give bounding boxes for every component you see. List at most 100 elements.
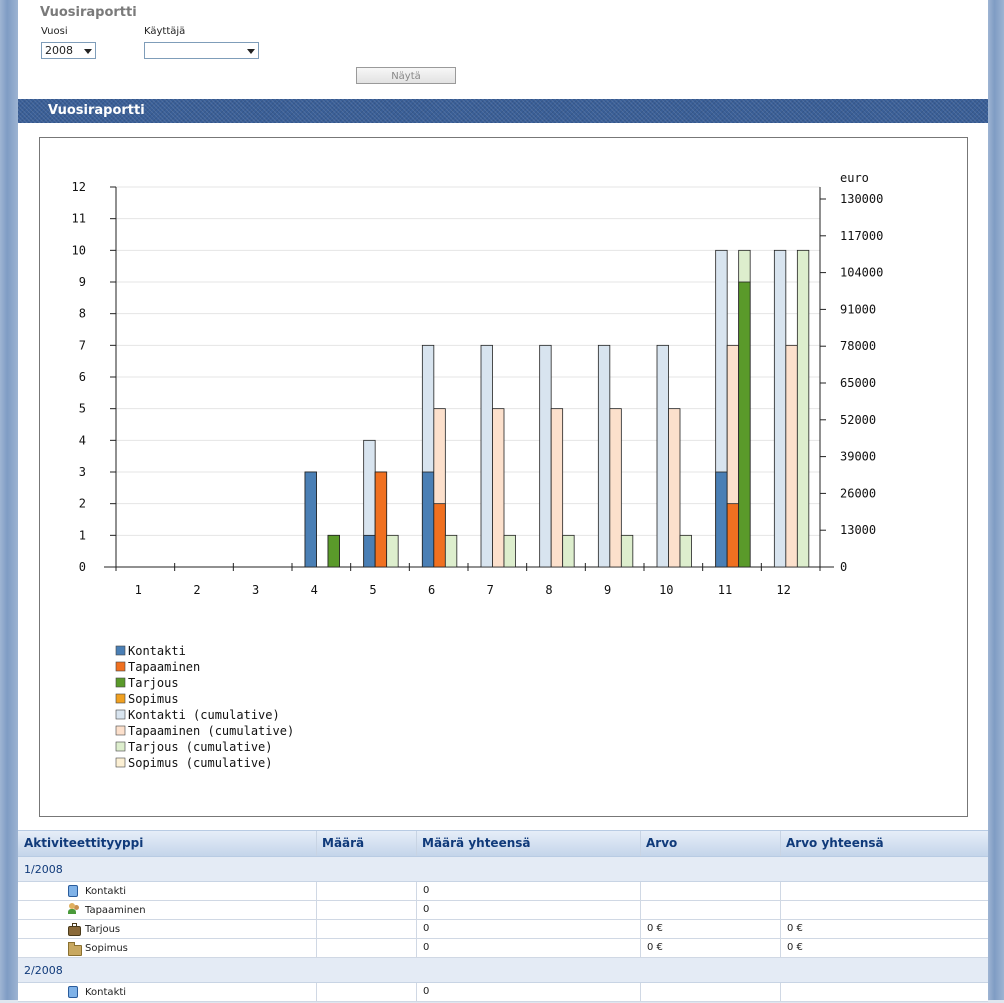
table-row: Tapaaminen 0 (18, 901, 988, 920)
activity-type-name: Tarjous (85, 924, 121, 935)
y2-tick-label: 91000 (840, 302, 876, 316)
column-header[interactable]: Arvo (646, 836, 678, 850)
activity-type-name: Kontakti (85, 987, 127, 998)
legend-swatch (115, 677, 126, 688)
meeting-icon (68, 903, 80, 915)
y2-axis-label: euro (840, 171, 869, 185)
y2-tick-label: 52000 (840, 413, 876, 427)
group-label: 2/2008 (24, 964, 63, 977)
bar-tarjous (327, 534, 340, 568)
column-divider (316, 831, 317, 856)
value-total-cell (780, 901, 988, 919)
x-tick-label: 12 (776, 583, 790, 597)
user-label: Käyttäjä (144, 26, 186, 37)
bar-kontakti-cumulative- (539, 344, 552, 568)
column-header[interactable]: Aktiviteettityyppi (24, 836, 144, 850)
count-total-cell: 0 (416, 920, 640, 938)
folder-icon (68, 942, 82, 956)
table-header: Aktiviteettityyppi Määrä Määrä yhteensä Arv… (18, 830, 988, 857)
bar-tarjous-cumulative- (620, 534, 634, 568)
y2-tick-label: 0 (840, 560, 847, 574)
x-tick-label: 2 (193, 583, 200, 597)
filter-form: Vuosiraportti Vuosi 2008 Käyttäjä Näytä (18, 0, 988, 98)
chevron-down-icon (247, 49, 255, 54)
legend-swatch (115, 725, 126, 736)
user-select[interactable] (144, 42, 259, 59)
y2-tick-label: 13000 (840, 523, 876, 537)
bar-tapaaminen-cumulative- (609, 408, 622, 568)
bar-kontakti (421, 471, 435, 568)
x-tick-label: 4 (311, 583, 318, 597)
bar-kontakti-cumulative- (656, 344, 669, 568)
y-tick-label: 9 (79, 275, 86, 289)
table-row: Kontakti 0 (18, 983, 988, 1002)
column-header[interactable]: Määrä yhteensä (422, 836, 531, 850)
y-tick-label: 7 (79, 338, 86, 352)
activity-type-name: Sopimus (85, 943, 128, 954)
y-tick-label: 10 (72, 243, 86, 257)
x-tick-label: 10 (659, 583, 673, 597)
y2-tick-label: 26000 (840, 486, 876, 500)
value-total-cell: 0 € (780, 939, 988, 957)
x-tick-label: 11 (718, 583, 732, 597)
count-total-cell: 0 (416, 939, 640, 957)
bar-kontakti (363, 534, 376, 568)
legend-label: Sopimus (128, 692, 179, 706)
y-tick-label: 0 (79, 560, 86, 574)
report-table: Aktiviteettityyppi Määrä Määrä yhteensä Arv… (18, 830, 988, 1002)
window-frame-right (988, 0, 1004, 1000)
bar-tarjous-cumulative- (503, 534, 516, 568)
y2-tick-label: 78000 (840, 339, 876, 353)
table-row: Sopimus 0 0 €0 € (18, 939, 988, 958)
contact-icon (68, 986, 78, 998)
bar-tapaaminen-cumulative- (668, 408, 681, 568)
count-total-cell: 0 (416, 983, 640, 1001)
y-tick-label: 5 (79, 402, 86, 416)
count-cell (316, 939, 416, 957)
x-tick-label: 5 (369, 583, 376, 597)
legend-swatch (115, 693, 126, 704)
legend-label: Kontakti (cumulative) (128, 708, 280, 722)
x-tick-label: 8 (545, 583, 552, 597)
bar-kontakti-cumulative- (597, 344, 611, 568)
bar-kontakti-cumulative- (480, 344, 493, 568)
value-cell (640, 882, 780, 900)
table-row: Tarjous 0 0 €0 € (18, 920, 988, 939)
count-cell (316, 920, 416, 938)
bar-tarjous-cumulative- (386, 534, 399, 568)
value-cell: 0 € (640, 939, 780, 957)
show-button[interactable]: Näytä (356, 67, 456, 84)
column-divider (640, 831, 641, 856)
y-tick-label: 12 (72, 180, 86, 194)
y-tick-label: 1 (79, 528, 86, 542)
bar-tarjous-cumulative- (679, 534, 692, 568)
column-divider (780, 831, 781, 856)
bar-tapaaminen (433, 503, 446, 568)
y-tick-label: 4 (79, 433, 86, 447)
y-tick-label: 2 (79, 497, 86, 511)
y-tick-label: 3 (79, 465, 86, 479)
bar-chart: 0123456789101112013000260003900052000650… (72, 171, 884, 770)
section-header: Vuosiraportti (18, 99, 988, 123)
y-tick-label: 6 (79, 370, 86, 384)
legend-swatch (115, 661, 126, 672)
legend-label: Tarjous (128, 676, 179, 690)
year-select[interactable]: 2008 (41, 42, 96, 59)
legend-label: Tapaaminen (128, 660, 200, 674)
bar-kontakti (715, 471, 728, 568)
report-page: Vuosiraportti Vuosi 2008 Käyttäjä Näytä … (18, 0, 988, 1002)
legend-swatch (115, 645, 126, 656)
column-divider (416, 831, 417, 856)
x-tick-label: 3 (252, 583, 259, 597)
legend-label: Sopimus (cumulative) (128, 756, 273, 770)
count-cell (316, 983, 416, 1001)
year-label: Vuosi (41, 26, 68, 37)
bar-tapaaminen-cumulative- (492, 408, 505, 568)
column-header[interactable]: Arvo yhteensä (786, 836, 884, 850)
column-header[interactable]: Määrä (322, 836, 365, 850)
count-total-cell: 0 (416, 901, 640, 919)
bar-tapaaminen-cumulative- (785, 344, 798, 568)
filter-title: Vuosiraportti (40, 5, 137, 20)
activity-type-name: Kontakti (85, 886, 127, 897)
bar-kontakti-cumulative- (773, 249, 787, 568)
